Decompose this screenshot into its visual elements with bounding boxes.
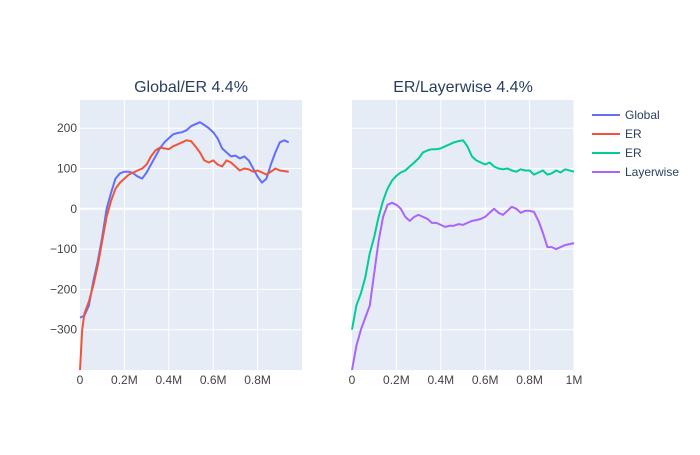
x-tick-label-left-1: 0.2M bbox=[111, 373, 138, 387]
y-ticks-left: −300 −200 −100 0 100 200 bbox=[50, 121, 77, 336]
x-tick-label-left-3: 0.6M bbox=[200, 373, 227, 387]
legend-label: Global bbox=[625, 108, 660, 122]
legend-item-er-1[interactable]: ER bbox=[592, 127, 642, 141]
series-left bbox=[79, 121, 290, 371]
subplot-er-layerwise: 0 0.2M 0.4M 0.6M 0.8M 1M ER/Layerwise 4.4% bbox=[349, 79, 583, 387]
y-tick-label-0: −300 bbox=[50, 323, 77, 337]
y-tick-label-4: 100 bbox=[57, 162, 77, 176]
x-tick-label-left-0: 0 bbox=[77, 373, 84, 387]
series-right bbox=[351, 139, 575, 371]
legend-label: ER bbox=[625, 127, 642, 141]
y-tick-label-5: 200 bbox=[57, 121, 77, 135]
grid-left bbox=[80, 100, 302, 370]
series-line-er-right bbox=[351, 139, 575, 330]
y-tick-label-3: 0 bbox=[70, 202, 77, 216]
x-tick-label-left-4: 0.8M bbox=[244, 373, 271, 387]
x-ticks-left: 0 0.2M 0.4M 0.6M 0.8M bbox=[77, 373, 271, 387]
series-line-layerwise-right bbox=[351, 201, 575, 371]
x-tick-label-right-5: 1M bbox=[566, 373, 583, 387]
x-tick-label-right-2: 0.4M bbox=[427, 373, 454, 387]
legend[interactable]: Global ER ER Layerwise bbox=[592, 108, 679, 179]
plot-area-right bbox=[352, 100, 574, 370]
series-line-global-left bbox=[79, 121, 290, 319]
legend-item-global-0[interactable]: Global bbox=[592, 108, 660, 122]
x-ticks-right: 0 0.2M 0.4M 0.6M 0.8M 1M bbox=[349, 373, 583, 387]
subplot-title-right: ER/Layerwise 4.4% bbox=[393, 79, 533, 96]
legend-item-er-2[interactable]: ER bbox=[592, 146, 642, 160]
x-tick-label-right-1: 0.2M bbox=[383, 373, 410, 387]
subplot-global-er: −300 −200 −100 0 100 200 0 0.2M 0.4M 0.6M 0.8M Gl… bbox=[50, 79, 302, 387]
x-tick-label-right-0: 0 bbox=[349, 373, 356, 387]
x-tick-label-left-2: 0.4M bbox=[155, 373, 182, 387]
subplot-title-left: Global/ER 4.4% bbox=[134, 79, 248, 96]
x-tick-label-right-3: 0.6M bbox=[472, 373, 499, 387]
y-tick-label-1: −200 bbox=[50, 282, 77, 296]
y-tick-label-2: −100 bbox=[50, 242, 77, 256]
series-line-er-left bbox=[79, 139, 289, 371]
legend-label: ER bbox=[625, 146, 642, 160]
grid-right bbox=[352, 100, 575, 370]
x-tick-label-right-4: 0.8M bbox=[516, 373, 543, 387]
legend-label: Layerwise bbox=[625, 165, 679, 179]
plot-area-left bbox=[80, 100, 302, 370]
legend-item-layerwise-3[interactable]: Layerwise bbox=[592, 165, 679, 179]
